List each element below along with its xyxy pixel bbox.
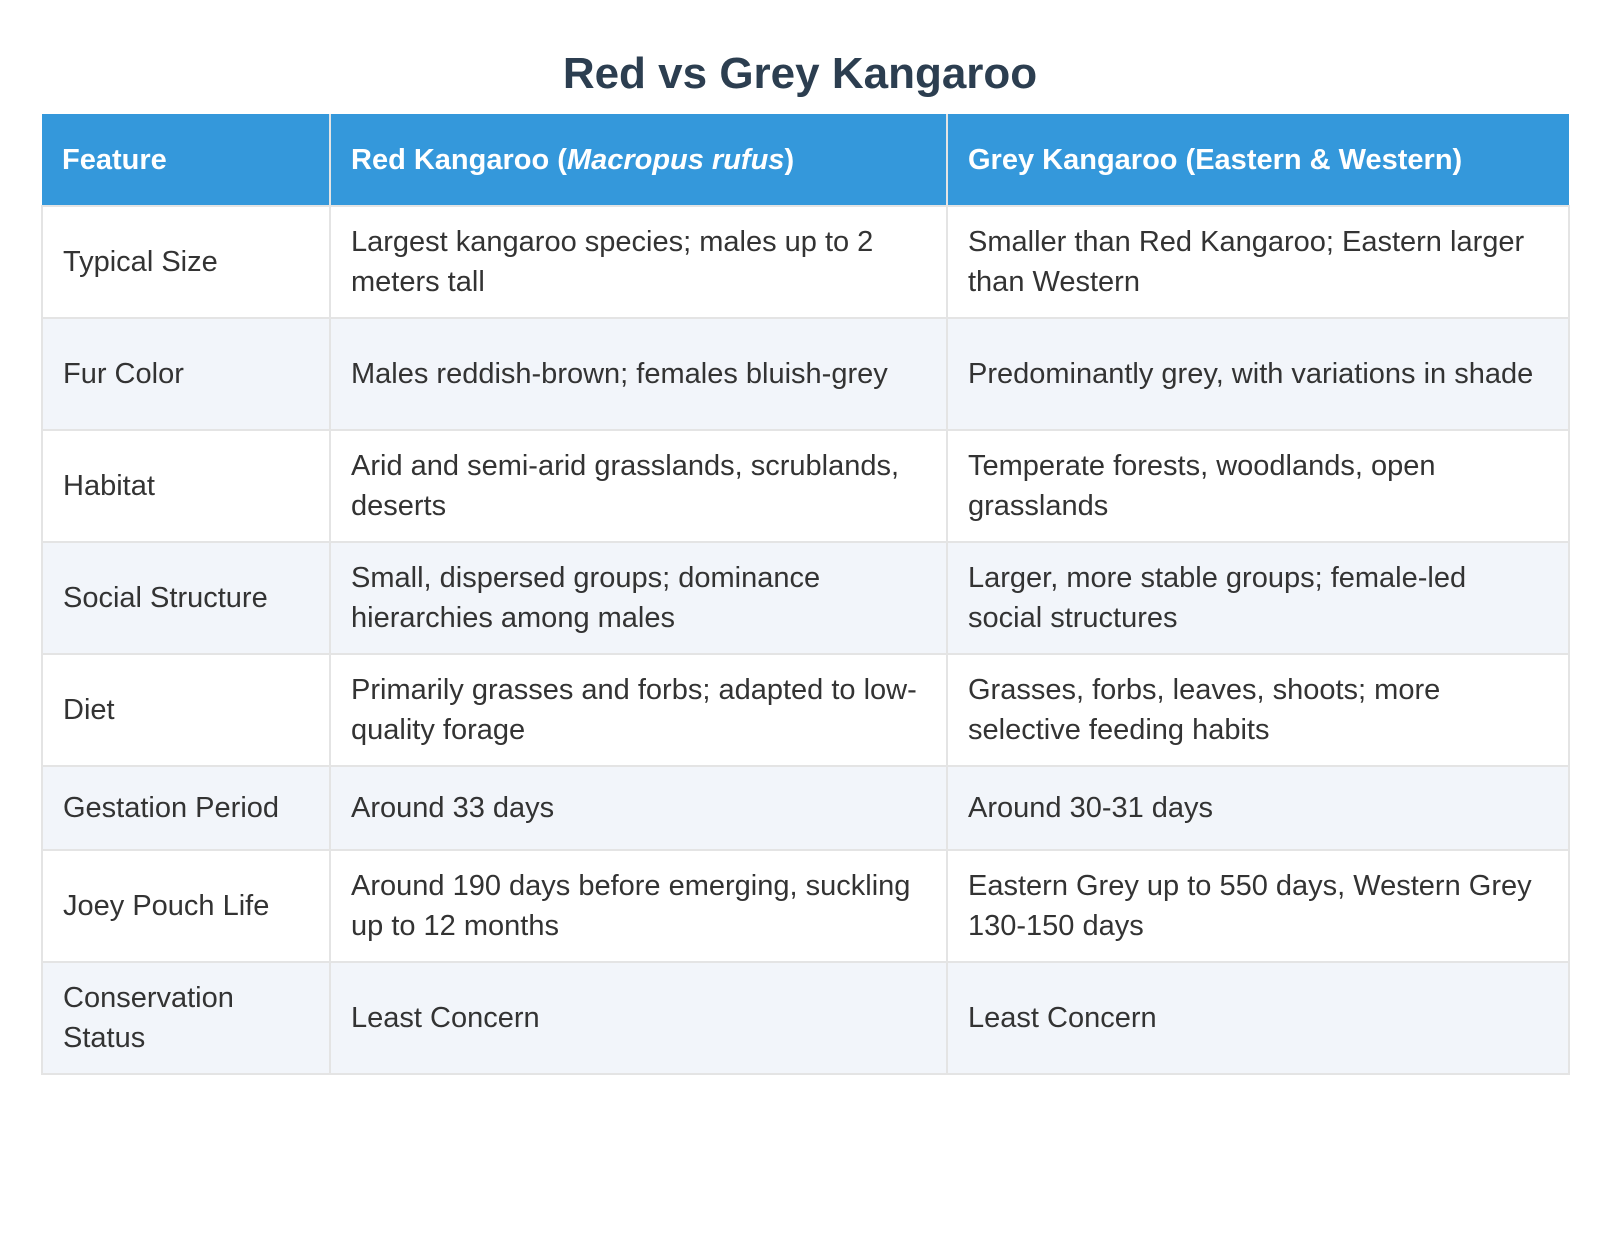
cell-feature: Diet bbox=[41, 653, 331, 767]
cell-feature: Gestation Period bbox=[41, 765, 331, 851]
cell-grey: Eastern Grey up to 550 days, Western Gre… bbox=[946, 849, 1570, 963]
cell-feature: Fur Color bbox=[41, 317, 331, 431]
cell-feature: Social Structure bbox=[41, 541, 331, 655]
cell-grey: Smaller than Red Kangaroo; Eastern large… bbox=[946, 205, 1570, 319]
page-title: Red vs Grey Kangaroo bbox=[562, 49, 1038, 98]
table-row: Habitat Arid and semi-arid grasslands, s… bbox=[41, 429, 1570, 543]
table-row: Joey Pouch Life Around 190 days before e… bbox=[41, 849, 1570, 963]
cell-grey: Predominantly grey, with variations in s… bbox=[946, 317, 1570, 431]
cell-feature: Habitat bbox=[41, 429, 331, 543]
cell-feature: Typical Size bbox=[41, 205, 331, 319]
table-row: Social Structure Small, dispersed groups… bbox=[41, 541, 1570, 655]
cell-red: Primarily grasses and forbs; adapted to … bbox=[329, 653, 948, 767]
comparison-table: Feature Red Kangaroo (Macropus rufus) Gr… bbox=[41, 114, 1570, 1075]
cell-red: Largest kangaroo species; males up to 2 … bbox=[329, 205, 948, 319]
header-red-suffix: ) bbox=[784, 143, 795, 176]
cell-grey: Around 30-31 days bbox=[946, 765, 1570, 851]
header-grey-kangaroo: Grey Kangaroo (Eastern & Western) bbox=[947, 114, 1569, 207]
table-row: Fur Color Males reddish-brown; females b… bbox=[41, 317, 1570, 431]
cell-red: Around 190 days before emerging, sucklin… bbox=[329, 849, 948, 963]
cell-grey: Least Concern bbox=[946, 961, 1570, 1075]
header-red-prefix: Red Kangaroo ( bbox=[351, 143, 567, 176]
cell-red: Males reddish-brown; females bluish-grey bbox=[329, 317, 948, 431]
table-row: Diet Primarily grasses and forbs; adapte… bbox=[41, 653, 1570, 767]
cell-grey: Grasses, forbs, leaves, shoots; more sel… bbox=[946, 653, 1570, 767]
header-feature: Feature bbox=[42, 114, 331, 207]
cell-feature: Joey Pouch Life bbox=[41, 849, 331, 963]
table-row: Gestation Period Around 33 days Around 3… bbox=[41, 765, 1570, 851]
cell-red: Small, dispersed groups; dominance hiera… bbox=[329, 541, 948, 655]
table-header-row: Feature Red Kangaroo (Macropus rufus) Gr… bbox=[42, 114, 1569, 207]
cell-red: Around 33 days bbox=[329, 765, 948, 851]
header-red-kangaroo: Red Kangaroo (Macropus rufus) bbox=[330, 114, 948, 207]
cell-feature: Conservation Status bbox=[41, 961, 331, 1075]
cell-red: Arid and semi-arid grasslands, scrubland… bbox=[329, 429, 948, 543]
table-row: Typical Size Largest kangaroo species; m… bbox=[41, 205, 1570, 319]
cell-red: Least Concern bbox=[329, 961, 948, 1075]
table-row: Conservation Status Least Concern Least … bbox=[41, 961, 1570, 1075]
cell-grey: Temperate forests, woodlands, open grass… bbox=[946, 429, 1570, 543]
header-red-species: Macropus rufus bbox=[566, 143, 785, 176]
cell-grey: Larger, more stable groups; female-led s… bbox=[946, 541, 1570, 655]
